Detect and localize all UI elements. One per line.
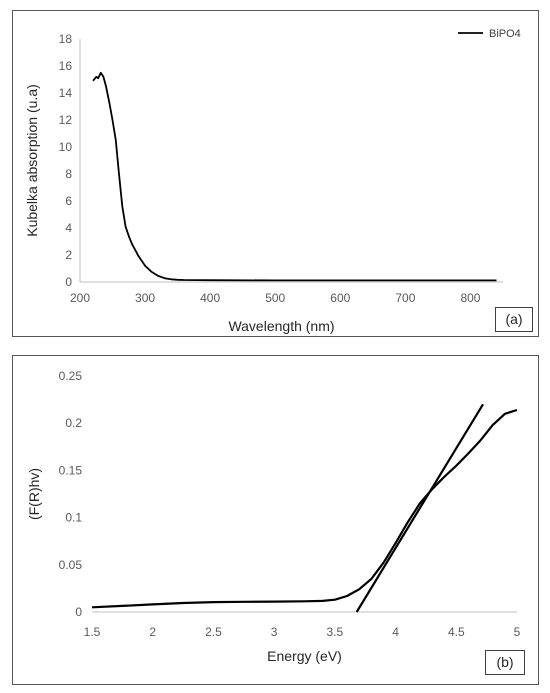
chart-a-canvas: 0 2 4 6 8 10 12 14 16 18 200 300 400 500 600 700 800 Wave…: [24, 28, 521, 334]
legend-label: BiPO4: [489, 28, 521, 40]
chart-b-canvas: 0 0.05 0.1 0.15 0.2 0.25 1.5 2 2.5 3 3.5 4 4.5 5 Energ…: [26, 369, 521, 664]
y-tick-label: 0.15: [59, 463, 83, 477]
chart-panel-a: 0 2 4 6 8 10 12 14 16 18 200 300 400 500 600 700 800 Wave…: [12, 10, 539, 337]
y-tick-label: 16: [59, 59, 73, 73]
y-tick-label: 0: [75, 605, 82, 619]
x-tick-label: 2: [149, 625, 156, 639]
panel-label-a: (a): [495, 307, 533, 332]
y-tick-label: 0.05: [59, 558, 83, 572]
series-line: [91, 408, 518, 609]
y-tick-label: 0.2: [65, 416, 82, 430]
x-tick-label: 4: [392, 625, 399, 639]
x-tick-label: 3: [271, 625, 278, 639]
y-tick-label: 0: [65, 275, 72, 289]
y-tick-label: 8: [65, 167, 72, 181]
x-tick-label: 4.5: [448, 625, 465, 639]
y-tick-label: 0.1: [65, 511, 82, 525]
chart-panel-b: 0 0.05 0.1 0.15 0.2 0.25 1.5 2 2.5 3 3.5 4 4.5 5 Energ…: [12, 355, 539, 685]
y-tick-label: 6: [65, 194, 72, 208]
x-tick-label: 400: [200, 291, 220, 305]
x-axis-title: Energy (eV): [267, 648, 342, 664]
panel-label-b: (b): [485, 650, 525, 675]
y-tick-label: 12: [59, 113, 73, 127]
y-tick-label: 10: [59, 140, 73, 154]
x-tick-label: 3.5: [327, 625, 344, 639]
x-tick-label: 800: [460, 291, 480, 305]
x-tick-label: 600: [330, 291, 350, 305]
y-axis-title: (F(R)hv): [26, 468, 42, 520]
x-tick-label: 700: [395, 291, 415, 305]
x-tick-label: 1.5: [84, 625, 101, 639]
x-tick-label: 200: [70, 291, 90, 305]
x-tick-label: 2.5: [205, 625, 222, 639]
tangent-line: [355, 403, 484, 613]
y-axis-title: Kubelka absorption (u.a): [24, 84, 40, 237]
y-tick-label: 18: [59, 32, 73, 46]
y-tick-label: 2: [65, 248, 72, 262]
y-tick-label: 14: [59, 86, 73, 100]
x-tick-label: 300: [135, 291, 155, 305]
y-tick-label: 4: [65, 221, 72, 235]
x-axis-title: Wavelength (nm): [228, 318, 334, 334]
series-line: [92, 71, 497, 282]
y-tick-label: 0.25: [59, 369, 83, 383]
x-tick-label: 5: [514, 625, 521, 639]
x-tick-label: 500: [265, 291, 285, 305]
